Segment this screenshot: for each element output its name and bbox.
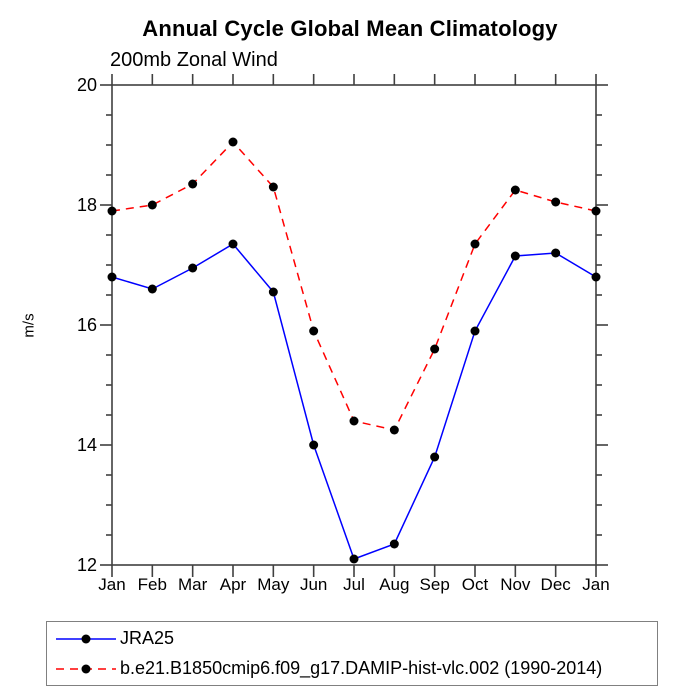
data-point-marker	[349, 416, 359, 426]
legend-line-sample-jra25	[56, 634, 116, 643]
legend-entry-jra25: JRA25	[55, 624, 657, 654]
data-point-marker	[107, 206, 117, 216]
x-tick-label: Jun	[300, 575, 327, 594]
legend-box: JRA25 b.e21.B1850cmip6.f09_g17.DAMIP-his…	[46, 621, 658, 686]
data-point-marker	[430, 344, 440, 354]
data-point-marker	[551, 248, 561, 258]
legend-sample-marker	[81, 634, 91, 643]
data-point-marker	[147, 200, 157, 210]
data-point-marker	[107, 272, 117, 282]
series-line-1	[111, 140, 597, 431]
data-point-marker	[510, 251, 520, 261]
data-point-marker	[510, 185, 520, 195]
data-point-marker	[349, 554, 359, 564]
legend-sample-marker	[81, 664, 91, 673]
data-point-marker	[188, 179, 198, 189]
plot-subtitle: 200mb Zonal Wind	[110, 49, 278, 71]
plot-frame	[111, 84, 597, 566]
x-tick-label: Nov	[500, 575, 531, 594]
legend-line-sample-model	[56, 664, 116, 673]
x-tick-label: Oct	[462, 575, 489, 594]
x-tick-label: Sep	[420, 575, 450, 594]
y-tick-label: 18	[77, 195, 97, 215]
data-point-marker	[591, 206, 601, 216]
y-tick-label: 20	[77, 75, 97, 95]
x-tick-label: Mar	[178, 575, 208, 594]
page-title: Annual Cycle Global Mean Climatology	[142, 16, 558, 41]
data-point-marker	[470, 239, 480, 249]
data-point-marker	[470, 326, 480, 336]
x-tick-label: Dec	[541, 575, 572, 594]
x-tick-label: Feb	[138, 575, 167, 594]
x-tick-label: Jan	[582, 575, 609, 594]
data-point-marker	[188, 263, 198, 273]
data-point-marker	[389, 425, 399, 435]
data-point-marker	[268, 182, 278, 192]
data-point-marker	[147, 284, 157, 294]
data-point-marker	[228, 239, 238, 249]
legend-label-jra25: JRA25	[120, 628, 175, 648]
y-tick-label: 16	[77, 315, 97, 335]
legend-label-model: b.e21.B1850cmip6.f09_g17.DAMIP-hist-vlc.…	[120, 658, 603, 678]
series-line-0	[111, 243, 597, 560]
data-point-marker	[551, 197, 561, 207]
data-point-marker	[389, 539, 399, 549]
data-point-marker	[430, 452, 440, 462]
x-tick-label: Jan	[98, 575, 125, 594]
x-tick-label: May	[257, 575, 290, 594]
data-point-marker	[591, 272, 601, 282]
x-tick-label: Aug	[379, 575, 409, 594]
x-tick-label: Jul	[343, 575, 365, 594]
y-tick-label: 12	[77, 555, 97, 575]
data-point-marker	[309, 326, 319, 336]
data-point-marker	[228, 137, 238, 147]
y-tick-label: 14	[77, 435, 97, 455]
data-point-marker	[309, 440, 319, 450]
x-tick-label: Apr	[220, 575, 247, 594]
data-point-marker	[268, 287, 278, 297]
legend-entry-model: b.e21.B1850cmip6.f09_g17.DAMIP-hist-vlc.…	[55, 654, 657, 684]
